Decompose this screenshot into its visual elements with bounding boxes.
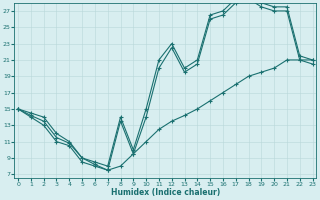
X-axis label: Humidex (Indice chaleur): Humidex (Indice chaleur)	[111, 188, 220, 197]
